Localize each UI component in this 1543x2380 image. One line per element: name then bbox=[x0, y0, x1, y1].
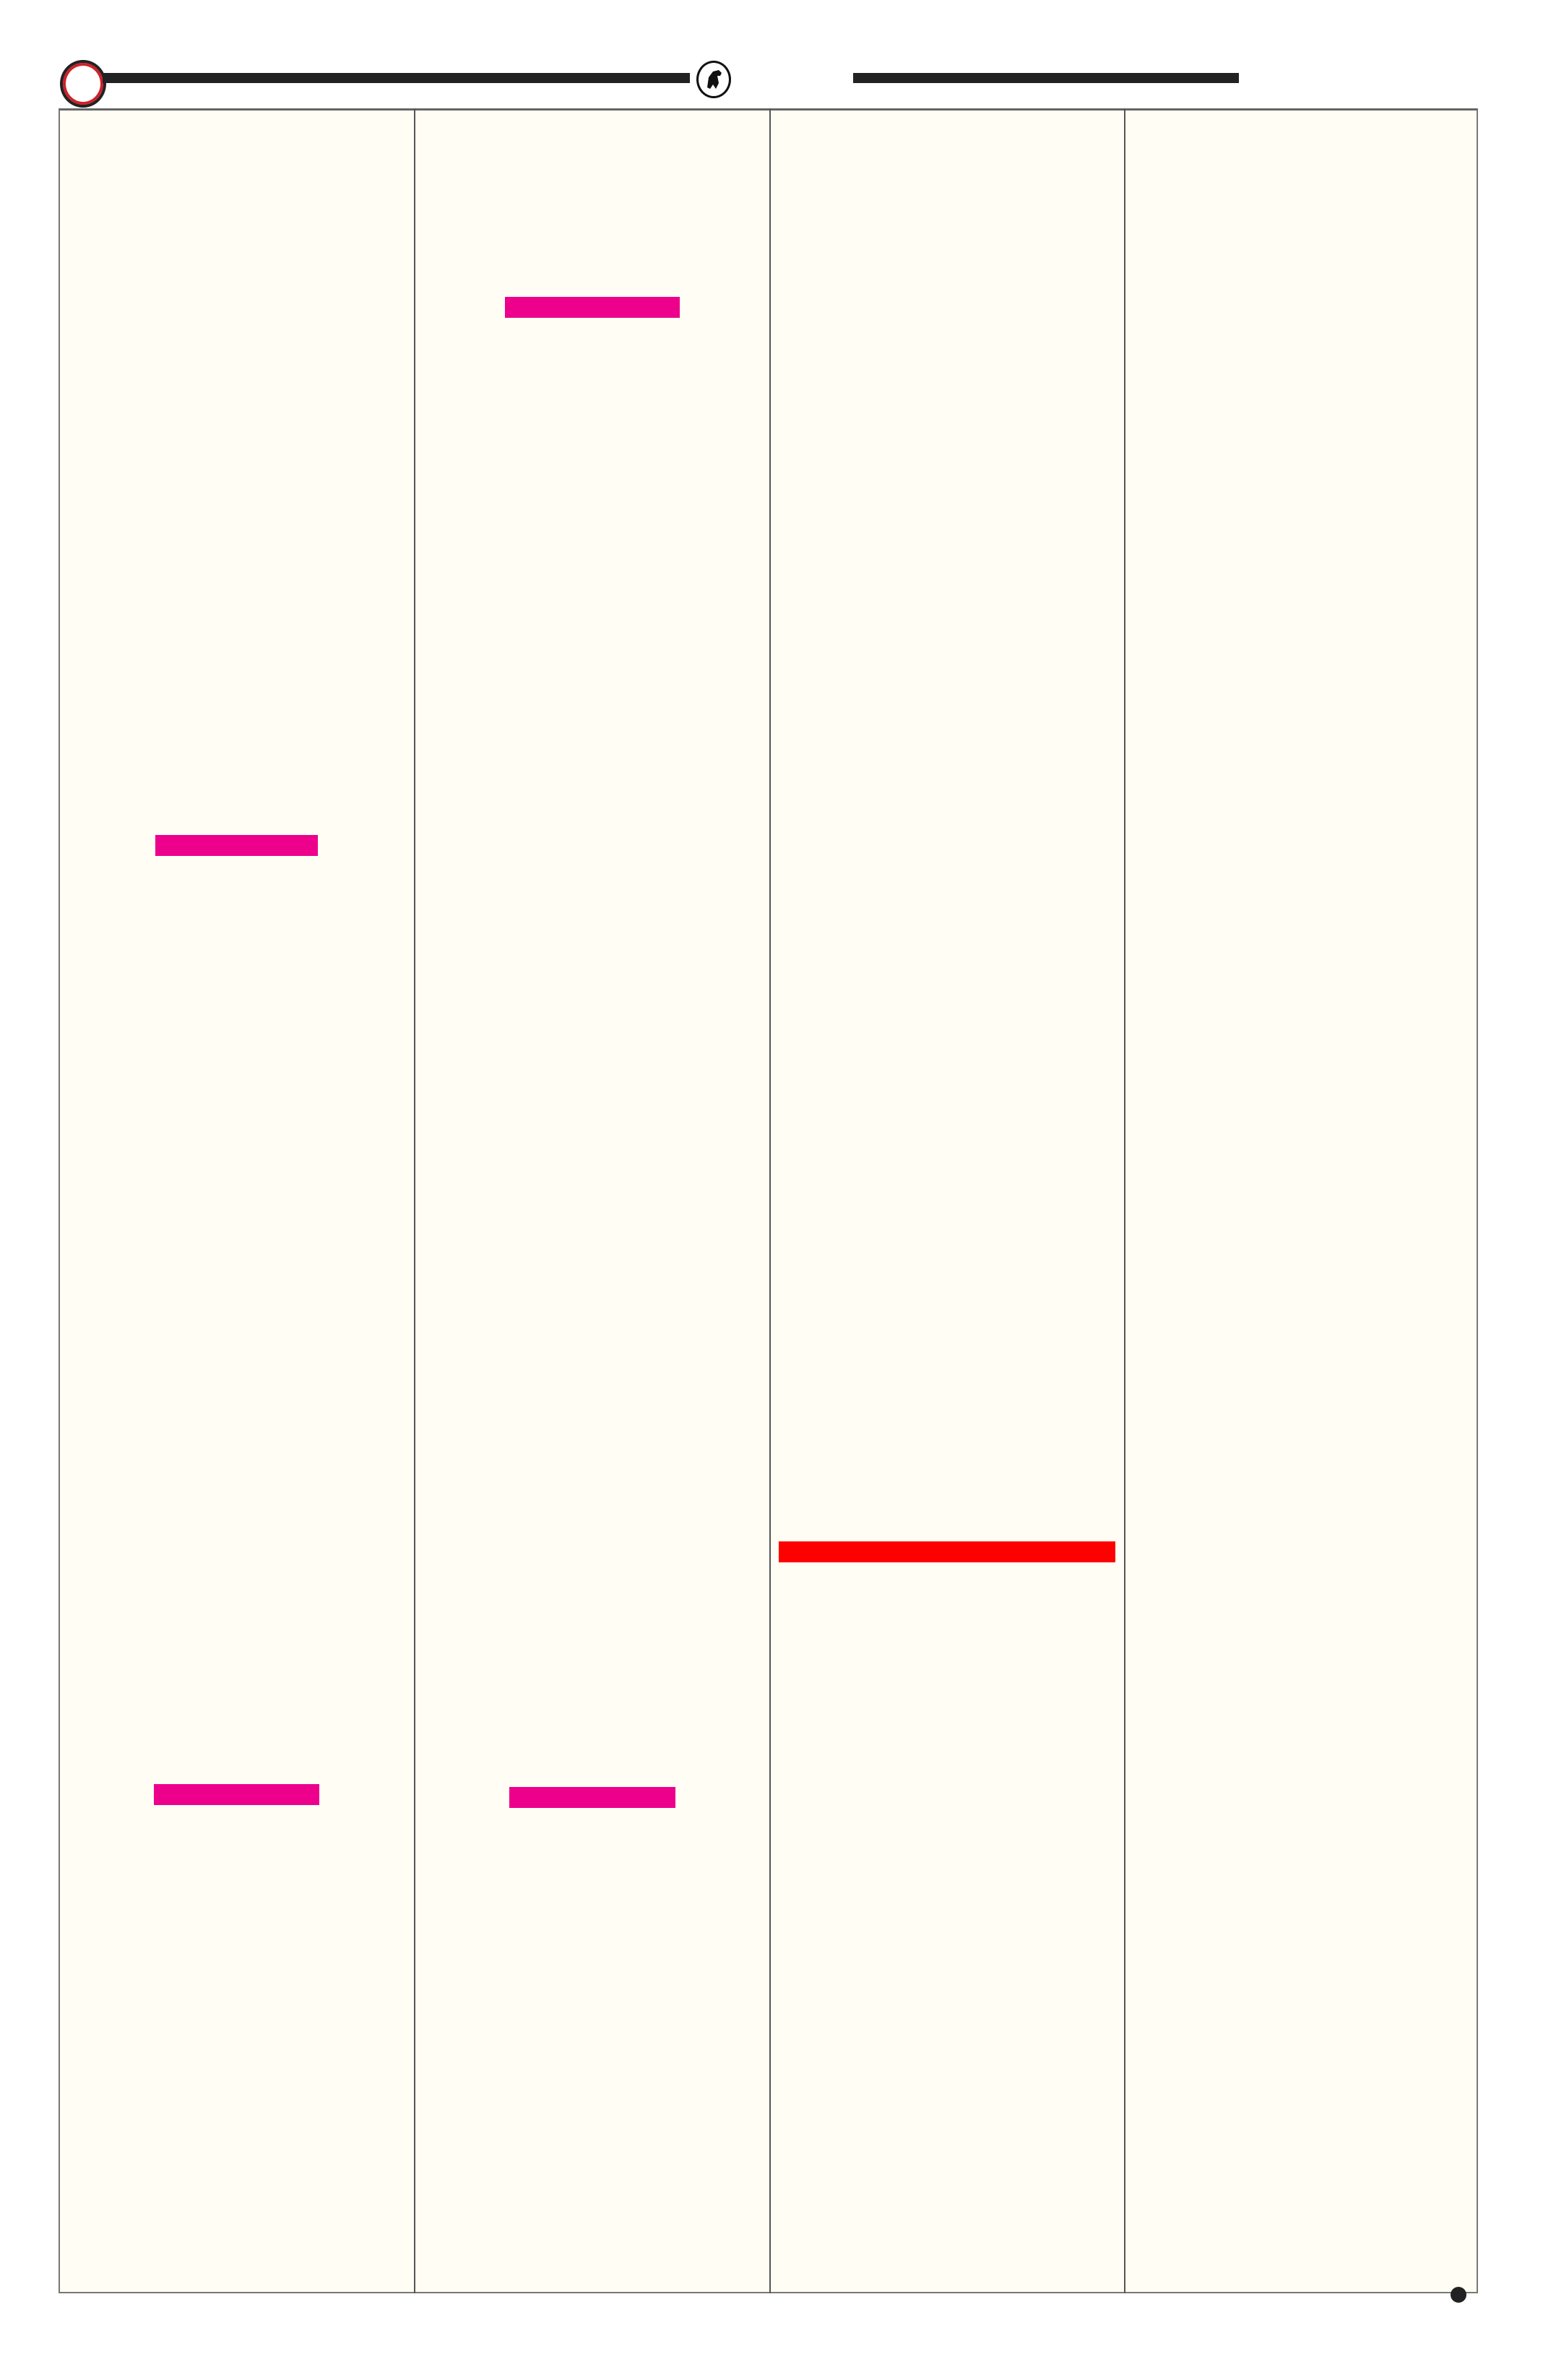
column-divider bbox=[769, 108, 771, 2293]
header-rule-right bbox=[853, 73, 1239, 83]
filled-circle-icon bbox=[1451, 2287, 1466, 2303]
horse-rider-glyph bbox=[707, 70, 722, 89]
highlight-bar bbox=[509, 1787, 675, 1808]
header-rule-left bbox=[103, 73, 690, 83]
highlight-bar bbox=[155, 835, 318, 856]
horse-rider-seal-icon bbox=[696, 61, 731, 98]
page-frame bbox=[59, 108, 1478, 2293]
highlight-bar-red bbox=[779, 1541, 1115, 1562]
ring-emblem-icon bbox=[60, 60, 106, 108]
column-divider bbox=[1124, 108, 1125, 2293]
column-divider bbox=[414, 108, 415, 2293]
highlight-bar bbox=[505, 297, 680, 318]
highlight-bar bbox=[154, 1784, 319, 1805]
